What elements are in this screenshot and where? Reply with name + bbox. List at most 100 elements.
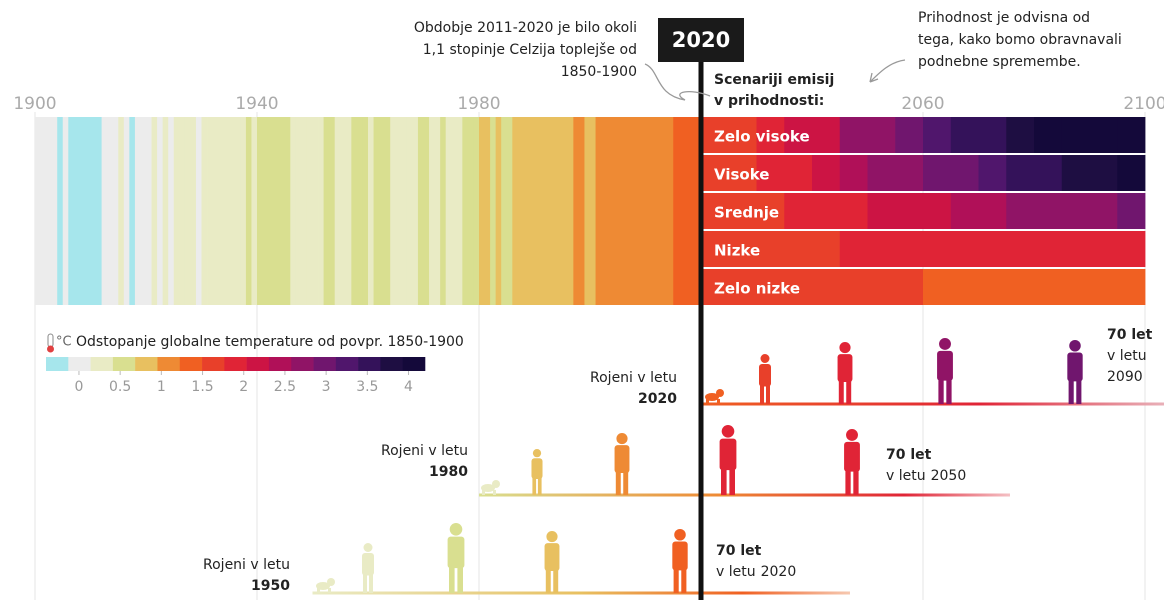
- annotation-right: Prihodnost je odvisna od: [918, 10, 1090, 26]
- colorbar-bin: [90, 357, 114, 371]
- stripe: [129, 117, 136, 305]
- colorbar-tick-label: 2.5: [274, 379, 296, 395]
- stripe: [451, 117, 458, 305]
- scenario-stripe: [728, 155, 757, 191]
- leg: [623, 472, 629, 495]
- stripe: [107, 117, 114, 305]
- silhouette: [759, 354, 771, 404]
- stripe: [612, 117, 619, 305]
- baby: [316, 578, 335, 593]
- scenario-stripe: [812, 193, 841, 229]
- arrow: [869, 59, 906, 83]
- born-year: 1980: [429, 464, 468, 480]
- baby: [705, 389, 724, 404]
- leg: [615, 472, 621, 495]
- scenario-stripe: [1006, 231, 1035, 267]
- stripe: [212, 117, 219, 305]
- scenario-stripe: [1006, 193, 1035, 229]
- stripe: [639, 117, 646, 305]
- stripe: [123, 117, 130, 305]
- stripe: [40, 117, 47, 305]
- life-line: [701, 402, 1164, 406]
- limb: [482, 490, 485, 495]
- stripe: [484, 117, 491, 305]
- scenario-stripe: [812, 155, 841, 191]
- scenario-stripe: [728, 193, 757, 229]
- colorbar-tick-label: 0.5: [109, 379, 131, 395]
- stripe: [562, 117, 569, 305]
- scenario-stripe: [923, 155, 952, 191]
- stripe: [279, 117, 286, 305]
- scenario-stripe: [895, 193, 924, 229]
- year70-label: 2020: [761, 564, 797, 580]
- stripe: [667, 117, 674, 305]
- scenario-stripe: [1061, 155, 1090, 191]
- stripe: [234, 117, 241, 305]
- scenario-stripe: [1089, 117, 1118, 153]
- leg: [845, 470, 851, 495]
- stripe: [595, 117, 602, 305]
- leg: [766, 385, 770, 404]
- stripe: [168, 117, 175, 305]
- stripe: [62, 117, 69, 305]
- scenario-stripe: [1034, 193, 1063, 229]
- stripe: [684, 117, 691, 305]
- age-label: 70 let: [886, 447, 932, 463]
- thermometer-bulb: [47, 345, 54, 353]
- stripe: [490, 117, 497, 305]
- leg: [363, 574, 367, 593]
- year70-label: 2050: [931, 468, 967, 484]
- colorbar-tick-label: 4: [404, 379, 413, 395]
- baby: [481, 480, 500, 495]
- colorbar-tick-label: 1: [157, 379, 166, 395]
- stripe: [118, 117, 125, 305]
- scenario-stripe: [1006, 117, 1035, 153]
- stripe: [240, 117, 247, 305]
- limb: [317, 588, 320, 593]
- x-tick-label: 2100: [1123, 94, 1164, 114]
- stripe: [345, 117, 352, 305]
- stripe: [290, 117, 297, 305]
- stripe: [35, 117, 41, 305]
- limb: [717, 399, 720, 404]
- silhouette: [719, 425, 737, 495]
- leg: [537, 477, 542, 495]
- body: [719, 438, 737, 471]
- scenario-stripe: [756, 193, 785, 229]
- stripe: [134, 117, 141, 305]
- stripe: [534, 117, 541, 305]
- colorbar-bin: [380, 357, 404, 371]
- scenario-stripe: [1034, 269, 1063, 305]
- colorbar-bin: [224, 357, 247, 371]
- silhouette: [447, 523, 465, 593]
- stripe: [517, 117, 524, 305]
- scenario-label: Zelo nizke: [714, 280, 800, 298]
- stripe: [329, 117, 336, 305]
- scenario-stripe: [839, 193, 868, 229]
- stripe: [479, 117, 485, 305]
- leg: [553, 570, 559, 593]
- stripe: [423, 117, 430, 305]
- leg: [532, 477, 537, 495]
- colorbar-bin: [135, 357, 158, 371]
- scenario-stripe: [756, 231, 785, 267]
- stripe: [628, 117, 635, 305]
- leg: [846, 381, 852, 404]
- silhouette: [614, 433, 630, 495]
- colorbar-tick-label: 2: [239, 379, 248, 395]
- stripe: [429, 117, 435, 305]
- head: [449, 523, 463, 536]
- stripe: [90, 117, 97, 305]
- scenario-stripe: [867, 231, 896, 267]
- stripe: [495, 117, 502, 305]
- stripe: [462, 117, 469, 305]
- scenario-stripe: [784, 231, 813, 267]
- scenario-title: Scenariji emisij: [714, 72, 834, 88]
- stripe: [334, 117, 341, 305]
- scenario-stripe: [1061, 193, 1090, 229]
- head: [1069, 340, 1081, 352]
- head: [939, 338, 951, 350]
- scenario-stripe: [867, 193, 896, 229]
- leg: [853, 470, 859, 495]
